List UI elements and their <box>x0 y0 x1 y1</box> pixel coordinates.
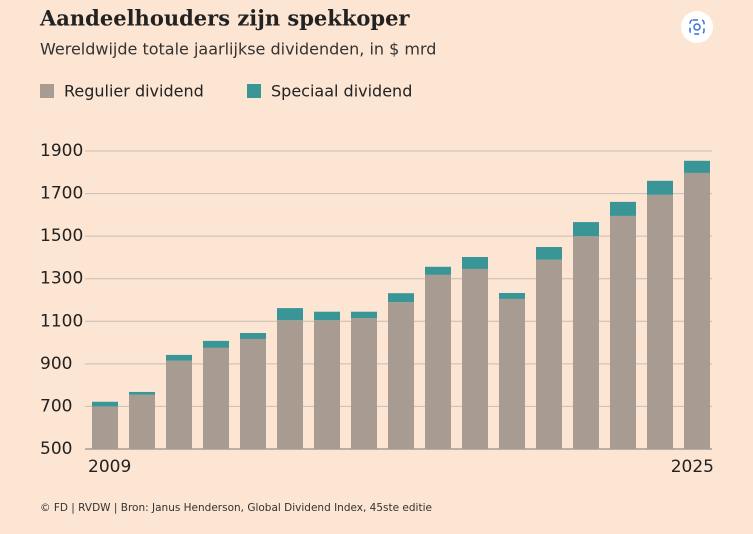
bar-segment <box>166 360 192 449</box>
y-tick-label: 1300 <box>40 269 83 289</box>
bar-segment <box>499 298 525 449</box>
share-icon[interactable] <box>689 19 705 35</box>
bar-segment <box>647 194 673 449</box>
bar-segment <box>203 340 229 348</box>
bar-segment <box>129 391 155 395</box>
share-button-bg[interactable] <box>681 11 713 43</box>
bar-segment <box>684 172 710 449</box>
bar-segment <box>277 308 303 321</box>
bar-segment <box>536 246 562 260</box>
bar-segment <box>462 257 488 269</box>
y-tick-label: 900 <box>40 354 72 374</box>
bar-segment <box>684 160 710 173</box>
bar-segment <box>314 311 340 321</box>
bar-segment <box>351 311 377 319</box>
bar-segment <box>425 266 451 275</box>
bar-segment <box>610 201 636 216</box>
bar-segment <box>240 332 266 339</box>
bar-segment <box>277 320 303 449</box>
bar-segment <box>610 215 636 449</box>
chart-subtitle: Wereldwijde totale jaarlijkse dividenden… <box>40 40 436 59</box>
bar-segment <box>462 268 488 449</box>
y-tick-label: 500 <box>40 439 72 459</box>
share-button[interactable] <box>681 11 713 43</box>
source: © FD | RVDW | Bron: Janus Henderson, Glo… <box>40 502 432 514</box>
x-tick-label: 2025 <box>671 457 714 477</box>
legend-label: Speciaal dividend <box>271 82 412 101</box>
bar-segment <box>240 338 266 449</box>
bar-segment <box>536 259 562 449</box>
y-tick-label: 1900 <box>40 141 83 161</box>
bar-segment <box>388 302 414 449</box>
bar-segment <box>129 394 155 449</box>
legend-label: Regulier dividend <box>64 82 204 101</box>
y-tick-label: 1100 <box>40 311 83 331</box>
bar-segment <box>425 274 451 449</box>
chart-title: Aandeelhouders zijn spekkoper <box>39 6 410 31</box>
bar-segment <box>388 293 414 303</box>
y-tick-label: 1700 <box>40 184 83 204</box>
bar-segment <box>573 222 599 237</box>
bar-segment <box>166 354 192 361</box>
y-tick-label: 1500 <box>40 226 83 246</box>
bar-segment <box>92 406 118 449</box>
bar-segment <box>92 401 118 407</box>
legend-swatch <box>40 84 54 98</box>
bar-segment <box>314 320 340 449</box>
y-tick-label: 700 <box>40 396 72 416</box>
bar-segment <box>573 236 599 449</box>
bar-segment <box>499 292 525 299</box>
share-icon-dot[interactable] <box>693 23 701 31</box>
bar-segment <box>647 180 673 195</box>
x-tick-label: 2009 <box>88 457 131 477</box>
bar-segment <box>203 347 229 449</box>
bar-segment <box>351 318 377 449</box>
legend-swatch <box>247 84 261 98</box>
